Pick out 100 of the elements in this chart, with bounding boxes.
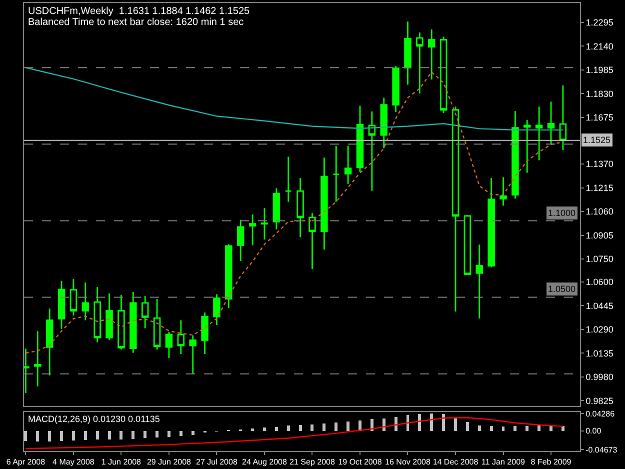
bar <box>251 428 254 431</box>
bar <box>262 428 266 431</box>
candlestick <box>34 330 42 388</box>
candlestick <box>236 219 244 262</box>
candlestick <box>380 97 388 150</box>
candlestick <box>70 278 78 316</box>
bar <box>478 425 481 431</box>
x-tick-label: 4 May 2008 <box>52 458 95 467</box>
y-tick-label: 1.1060 <box>586 206 614 217</box>
candlestick <box>344 145 352 185</box>
bar <box>454 418 457 431</box>
y-tick-label: 1.1675 <box>586 112 614 123</box>
candlestick <box>320 156 328 250</box>
bar <box>442 414 446 431</box>
bar <box>418 414 422 431</box>
candlestick <box>225 244 232 309</box>
x-tick-label: 21 Sep 2008 <box>290 458 336 467</box>
candlestick <box>547 100 555 146</box>
text: Balanced Time to next bar close: 1620 min 1 sec <box>28 17 244 28</box>
bar <box>310 424 314 431</box>
bar <box>132 430 135 439</box>
candlestick <box>500 176 507 206</box>
bar <box>120 430 123 440</box>
bar <box>286 426 290 431</box>
candlestick <box>356 105 364 173</box>
candlestick <box>428 28 436 80</box>
bar <box>179 430 182 436</box>
y-tick-label: 1.0290 <box>586 324 614 335</box>
candlestick <box>130 291 137 354</box>
bar <box>561 426 564 431</box>
bar <box>346 421 350 431</box>
bar <box>108 430 111 440</box>
y-tick-label: 1.1985 <box>586 65 614 76</box>
y-tick-label: -0.04673 <box>586 445 618 454</box>
bar <box>538 426 541 431</box>
candlestick <box>58 280 66 330</box>
y-tick-label: 1.0905 <box>586 230 614 240</box>
candlestick <box>308 212 316 270</box>
x-tick-label: 6 Apr 2008 <box>6 458 46 467</box>
bar <box>144 430 147 438</box>
x-tick-label: 11 Jan 2009 <box>482 458 526 467</box>
bar <box>167 430 170 437</box>
x-tick-label: 27 Jul 2008 <box>196 458 238 467</box>
bar <box>322 423 326 431</box>
y-tick-label: 0.04286 <box>586 409 616 418</box>
y-tick-label: 1.0135 <box>586 348 614 358</box>
candlestick <box>177 320 185 355</box>
bar <box>191 430 194 435</box>
candlestick <box>94 286 101 343</box>
candlestick <box>165 331 173 359</box>
x-tick-label: 19 Oct 2008 <box>338 458 382 467</box>
bar <box>382 418 386 431</box>
candlestick <box>118 294 125 350</box>
y-tick-label: 1.2140 <box>586 41 614 52</box>
ref-line-label: 1.0500 <box>548 284 576 294</box>
candlestick <box>440 36 448 114</box>
candlestick <box>284 156 292 202</box>
bar <box>334 422 338 431</box>
x-tick-label: 14 Dec 2008 <box>432 458 479 467</box>
candlestick <box>201 312 208 355</box>
line-series <box>25 67 564 131</box>
x-tick-label: 24 Aug 2008 <box>242 458 288 467</box>
candlestick <box>524 119 531 174</box>
y-tick-label: 1.1370 <box>586 159 614 170</box>
candlestick <box>404 20 412 86</box>
bar <box>514 426 517 431</box>
candlestick <box>248 214 256 246</box>
candlestick <box>82 282 90 321</box>
x-tick-label: 1 Jun 2008 <box>101 458 142 467</box>
bar <box>274 426 278 431</box>
candlestick <box>368 110 376 192</box>
bar <box>430 414 434 431</box>
bar <box>72 430 75 441</box>
bar <box>96 430 99 440</box>
bar <box>298 424 302 431</box>
candlestick <box>476 244 483 320</box>
y-tick-label: 1.0600 <box>586 277 614 288</box>
bar <box>526 426 529 431</box>
candlestick <box>189 334 196 375</box>
x-tick-label: 29 Jun 2008 <box>146 458 192 467</box>
bar <box>48 430 52 442</box>
y-tick-label: 1.2295 <box>586 18 614 28</box>
bar <box>36 430 40 442</box>
y-tick-label: 1.0445 <box>586 300 614 311</box>
candlestick <box>512 110 519 200</box>
candlestick <box>46 308 54 376</box>
candlestick <box>272 188 280 230</box>
candlestick <box>392 66 400 113</box>
bar <box>24 430 28 441</box>
y-tick-label: 0.9825 <box>586 396 614 406</box>
chart-title: USDCHFm,Weekly 1.1631 1.1884 1.1462 1.1525 <box>28 6 250 17</box>
candlestick <box>535 106 543 161</box>
candlestick <box>141 295 149 329</box>
y-tick-label: 0.9980 <box>586 372 614 382</box>
x-tick-label: 16 Nov 2008 <box>385 458 431 467</box>
y-tick-label: 1.1830 <box>586 88 614 99</box>
chart-title: MACD(12,26,9) 0.01230 0.01135 <box>28 414 160 424</box>
bar <box>394 416 398 431</box>
y-tick-label: 0.00 <box>586 426 602 436</box>
bar <box>490 426 493 431</box>
